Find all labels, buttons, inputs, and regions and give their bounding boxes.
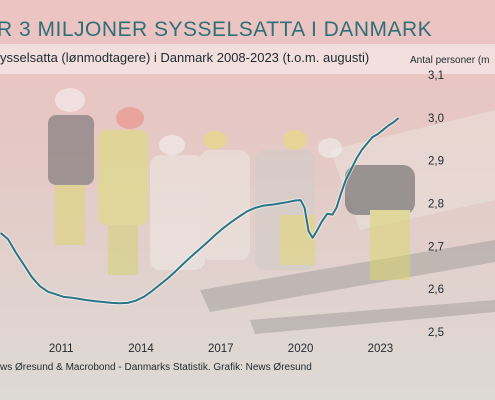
source-note: ws Øresund & Macrobond - Danmarks Statis… [0,362,312,373]
y-tick-label: 2,5 [428,327,444,339]
escalator-rail [250,300,495,334]
y-tick-label: 3,1 [428,70,444,82]
series-line [0,117,399,305]
y-tick-label: 2,8 [428,199,444,211]
x-tick-label: 2017 [208,343,234,355]
chart-title: R 3 MILJONER SYSSELSATTA I DANMARK [0,18,432,41]
x-tick-label: 2014 [128,343,154,355]
x-tick-label: 2023 [368,343,394,355]
y-tick-label: 2,6 [428,284,444,296]
workers [48,88,415,280]
escalator-rail [200,240,495,312]
x-tick-label: 2011 [49,343,74,355]
y-tick-label: 2,7 [428,241,444,253]
chart-subtitle: ysselsatta (lønmodtagere) i Danmark 2008… [0,50,369,65]
y-tick-label: 3,0 [428,113,444,125]
y-axis-label: Antal personer (m [410,55,489,66]
y-tick-label: 2,9 [428,156,444,168]
subtitle-band [0,44,495,74]
y-axis-ticks: 2,5 2,6 2,7 2,8 2,9 3,0 3,1 [428,70,444,339]
x-axis-ticks: 2011 2014 2017 2020 2023 [49,343,393,355]
series-layer [0,117,399,306]
x-tick-label: 2020 [288,343,314,355]
